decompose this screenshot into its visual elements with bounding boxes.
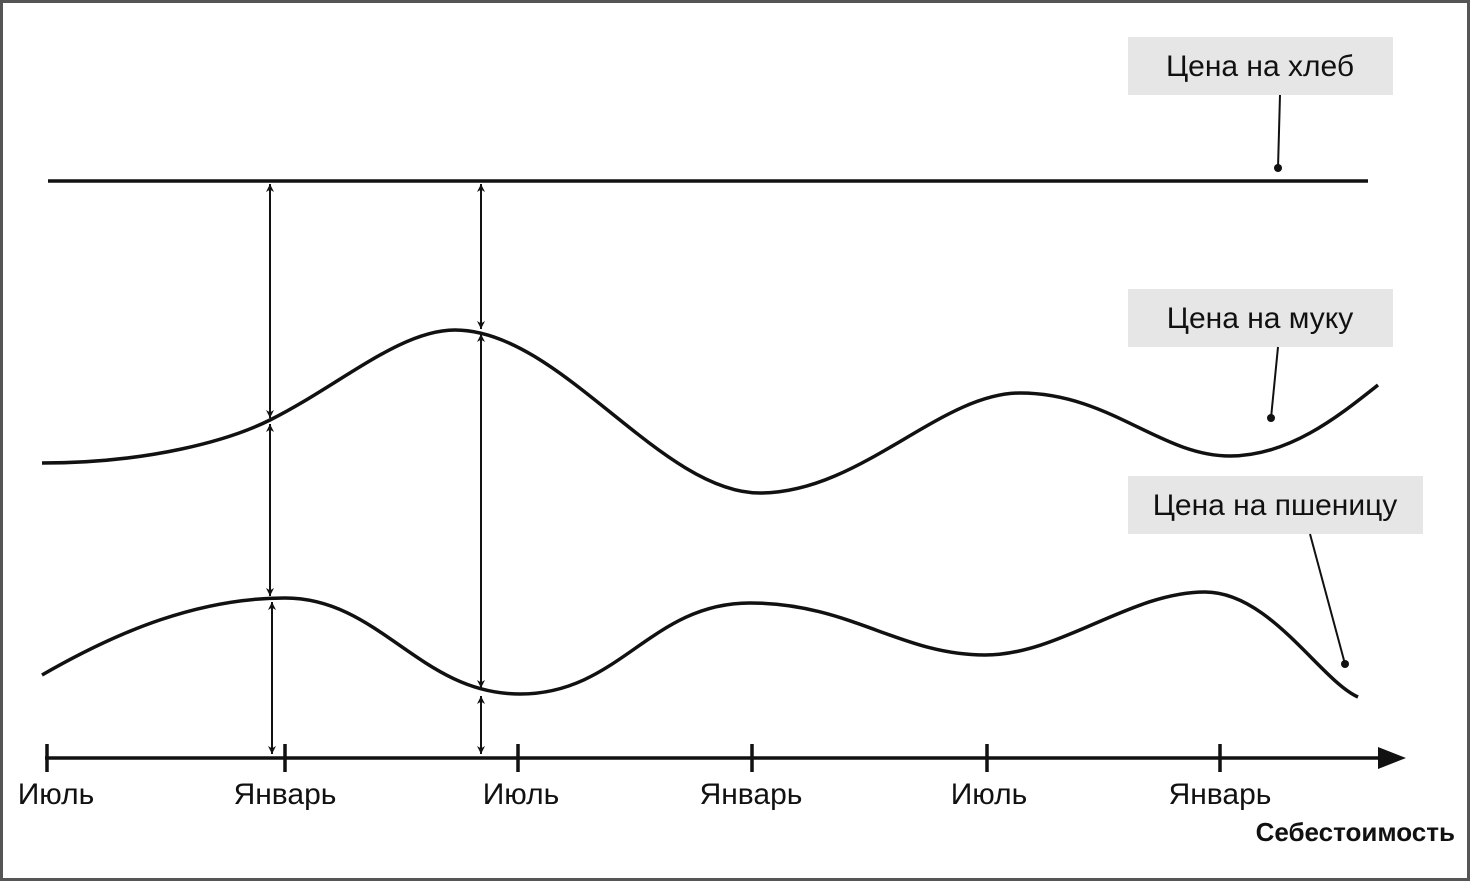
tick-label: Июль: [18, 778, 95, 811]
tick-label: Июль: [483, 778, 560, 811]
label-box: [1128, 289, 1393, 347]
label-box: [1128, 476, 1423, 534]
tick-label: Январь: [700, 778, 803, 811]
label-box: [1128, 37, 1393, 95]
axis-title: Себестоимость: [1256, 817, 1455, 847]
arrows: [266, 184, 485, 754]
flour-curve: [41, 328, 1380, 495]
label: Цена на пшеницу: [1153, 489, 1398, 522]
leader: [1309, 533, 1346, 665]
leader-dot: [1267, 414, 1275, 422]
leader: [1277, 94, 1281, 169]
time-axis: [45, 744, 1406, 772]
tick-label: Январь: [1169, 778, 1272, 811]
wheat-curve: [41, 590, 1359, 699]
tick-label: Июль: [951, 778, 1028, 811]
label: Цена на муку: [1167, 302, 1353, 335]
leader-dot: [1341, 660, 1349, 668]
label: Цена на хлеб: [1166, 50, 1354, 83]
tick-label: Январь: [234, 778, 337, 811]
leader: [1270, 346, 1279, 419]
leader-dot: [1274, 164, 1282, 172]
